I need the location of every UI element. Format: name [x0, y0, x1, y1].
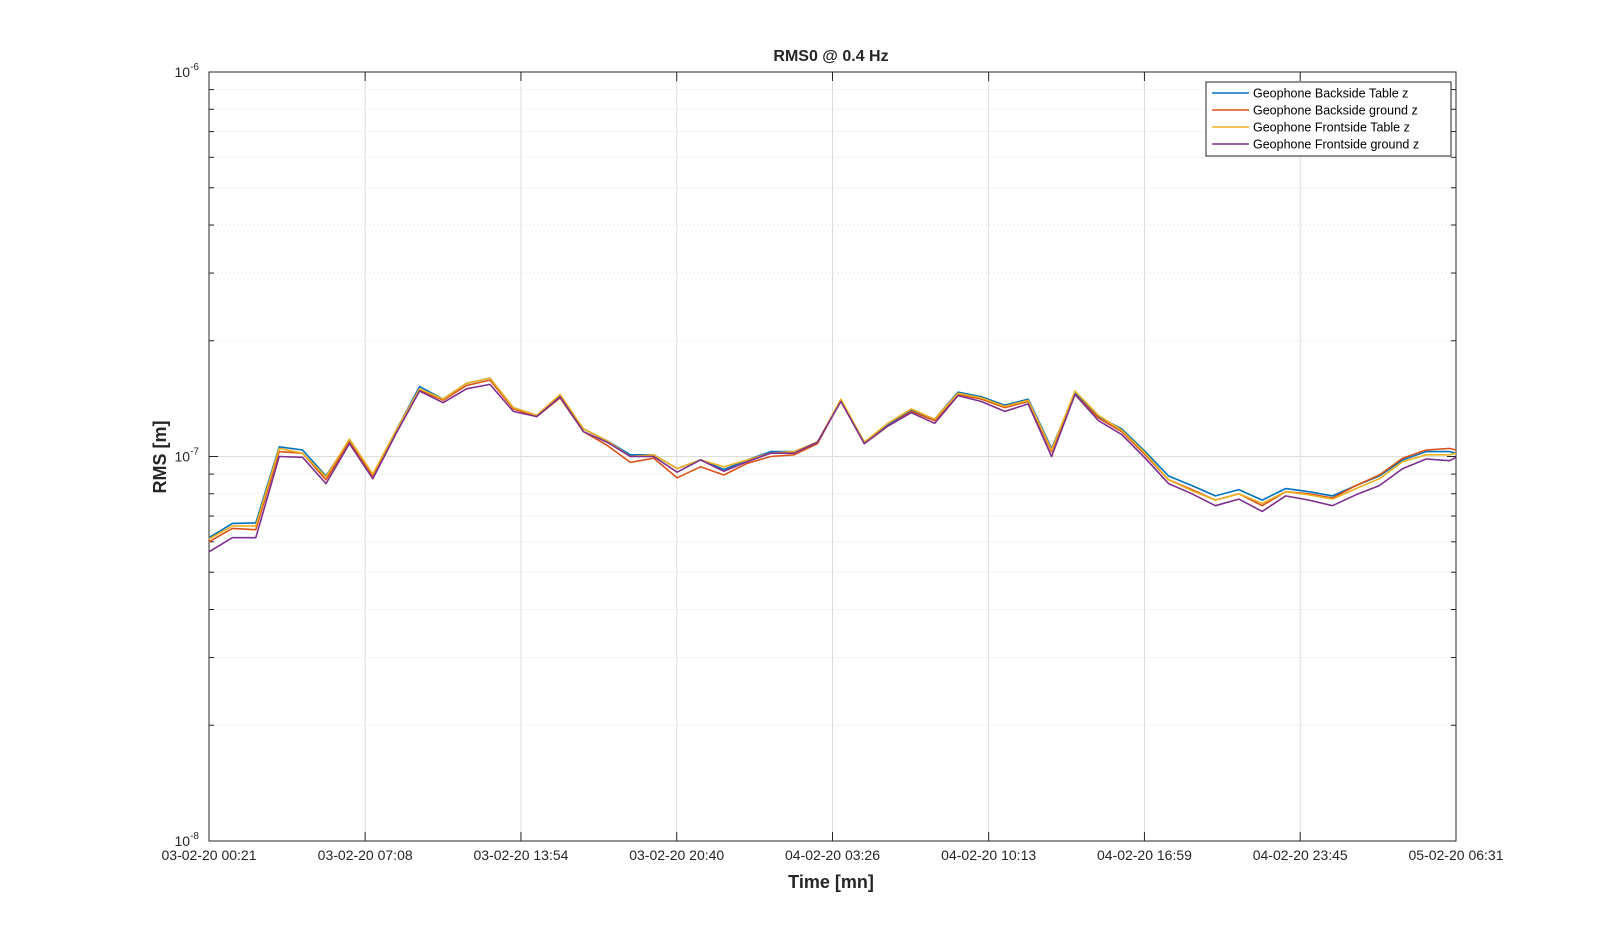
x-tick-label: 05-02-20 06:31	[1409, 847, 1504, 863]
plot-area: 10-8 10-7 10-6 03-02-20 00:21 03-02-20 07:08…	[162, 62, 1504, 863]
series-line-4	[208, 383, 1457, 553]
x-tick-label: 04-02-20 10:13	[941, 847, 1036, 863]
x-tick-label: 03-02-20 13:54	[473, 847, 568, 863]
x-tick-label: 04-02-20 16:59	[1097, 847, 1192, 863]
x-axis-label: Time [mn]	[788, 872, 874, 892]
legend-label-1: Geophone Backside Table z	[1253, 87, 1408, 101]
x-tick-label: 03-02-20 07:08	[318, 847, 413, 863]
legend: Geophone Backside Table z Geophone Backsi…	[1205, 81, 1452, 157]
x-tick-label: 03-02-20 20:40	[629, 847, 724, 863]
x-tick-label: 04-02-20 03:26	[785, 847, 880, 863]
legend-label-4: Geophone Frontside ground z	[1253, 138, 1419, 152]
y-tick-label: 10-8	[175, 831, 200, 849]
legend-label-2: Geophone Backside ground z	[1253, 104, 1418, 118]
series-line-3	[208, 377, 1457, 540]
chart-title: RMS0 @ 0.4 Hz	[773, 48, 888, 65]
x-tick-label: 04-02-20 23:45	[1253, 847, 1348, 863]
x-tick-label: 03-02-20 00:21	[162, 847, 257, 863]
axes-box	[208, 71, 1457, 842]
legend-label-3: Geophone Frontside Table z	[1253, 121, 1410, 135]
y-tick-label: 10-7	[175, 447, 200, 465]
y-axis-label: RMS [m]	[150, 421, 170, 494]
y-tick-label: 10-6	[175, 62, 200, 80]
